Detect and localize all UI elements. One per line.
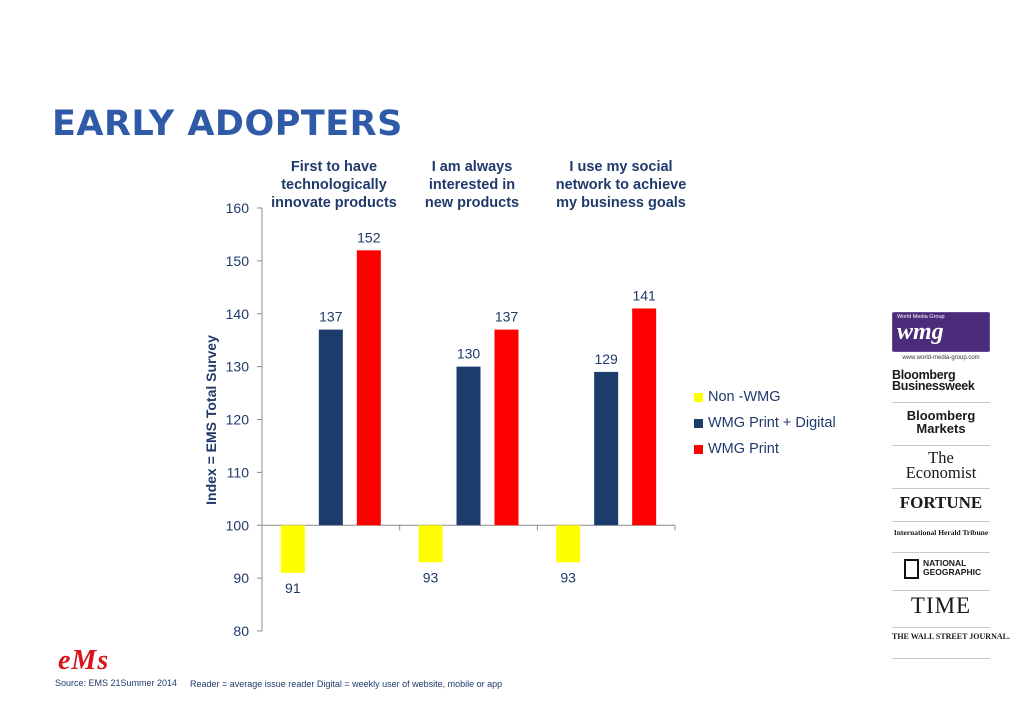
bloomberg-businessweek-line-1: Bloomberg	[892, 368, 956, 382]
category-label-2: I am always interested in new products	[392, 158, 552, 212]
category-label-3-line-1: I use my social	[569, 159, 673, 175]
y-tick-label: 90	[233, 570, 249, 586]
bar	[494, 329, 519, 526]
bloomberg-markets-logo: Bloomberg Markets	[892, 403, 990, 446]
data-label: 93	[560, 569, 576, 585]
source-note: Source: EMS 21Summer 2014	[55, 678, 178, 688]
data-label: 130	[457, 346, 481, 362]
natgeo-line-1: NATIONAL	[923, 558, 967, 568]
y-tick-label: 160	[226, 200, 250, 216]
fortune-logo: FORTUNE	[892, 489, 990, 522]
category-label-1-line-1: First to have	[290, 159, 378, 175]
legend-label-non-wmg: Non -WMG	[708, 389, 781, 405]
footnote: Reader = average issue reader Digital = …	[190, 679, 503, 689]
chart-legend: Non -WMG WMG Print + Digital WMG Print	[694, 384, 836, 462]
bar	[356, 250, 381, 526]
data-label: 137	[319, 309, 343, 325]
y-tick-label: 150	[226, 253, 250, 269]
data-label: 91	[285, 580, 301, 596]
category-label-3: I use my social network to achieve my bu…	[541, 158, 701, 212]
natgeo-line-2: GEOGRAPHIC	[923, 567, 982, 577]
category-label-1: First to have technologically innovate p…	[254, 158, 414, 212]
legend-item-non-wmg: Non -WMG	[694, 384, 836, 410]
wsj-logo: THE WALL STREET JOURNAL.	[892, 628, 1010, 659]
legend-label-wmg-print-digital: WMG Print + Digital	[708, 415, 836, 431]
bar	[418, 525, 443, 563]
data-label: 137	[495, 309, 519, 325]
wmg-logo-caption: World Media Group	[897, 314, 945, 320]
bar	[456, 366, 481, 526]
y-tick-label: 110	[227, 464, 250, 480]
time-logo: TIME	[892, 591, 990, 628]
bar	[280, 525, 305, 573]
economist-line-1: The	[928, 448, 954, 467]
legend-item-wmg-print-digital: WMG Print + Digital	[694, 410, 836, 436]
category-label-3-line-2: network to achieve	[555, 177, 687, 193]
bloomberg-markets-line-2: Markets	[916, 421, 966, 436]
y-tick-label: 120	[226, 412, 250, 428]
page-title: EARLY ADOPTERS	[52, 104, 403, 144]
natgeo-text: NATIONAL GEOGRAPHIC	[923, 559, 981, 577]
wmg-logo: World Media Group wmg www.world-media-gr…	[892, 312, 990, 364]
bar	[594, 371, 619, 526]
legend-item-wmg-print: WMG Print	[694, 436, 836, 462]
ems-logo: eMs	[58, 645, 110, 676]
y-tick-label: 130	[226, 359, 250, 375]
bloomberg-markets-line-1: Bloomberg	[906, 408, 976, 423]
bloomberg-businessweek-line-2: Businessweek	[892, 379, 975, 393]
economist-line-2: Economist	[905, 463, 977, 482]
data-label: 141	[632, 287, 656, 303]
y-tick-label: 100	[226, 517, 250, 533]
economist-logo: The Economist	[892, 446, 990, 489]
national-geographic-logo: NATIONAL GEOGRAPHIC	[892, 553, 990, 591]
bar	[632, 308, 657, 526]
wmg-logo-box: World Media Group wmg	[892, 312, 990, 352]
data-label: 129	[594, 351, 618, 367]
y-tick-label: 80	[233, 623, 249, 639]
bloomberg-businessweek-logo: Bloomberg Businessweek	[892, 364, 990, 403]
category-label-2-line-1: I am always	[431, 159, 513, 175]
bar	[556, 525, 581, 563]
natgeo-frame-icon	[904, 559, 919, 579]
category-label-1-line-2: technologically	[281, 177, 387, 193]
category-label-2-line-2: interested in	[428, 177, 516, 193]
legend-swatch-wmg-print-digital	[694, 418, 703, 428]
category-label-1-line-3: innovate products	[271, 195, 397, 211]
legend-label-wmg-print: WMG Print	[708, 441, 779, 457]
data-label: 93	[423, 569, 439, 585]
category-label-3-line-3: my business goals	[556, 195, 686, 211]
iht-logo: International Herald Tribune	[892, 522, 990, 553]
wmg-logo-url: www.world-media-group.com	[902, 355, 980, 361]
wmg-logo-mark: wmg	[897, 319, 944, 345]
data-label: 152	[357, 229, 381, 245]
legend-swatch-non-wmg	[694, 392, 703, 402]
publication-logos: World Media Group wmg www.world-media-gr…	[892, 312, 1010, 659]
category-label-2-line-3: new products	[424, 195, 520, 211]
legend-swatch-wmg-print	[694, 444, 703, 454]
bar	[318, 329, 343, 526]
y-tick-label: 140	[226, 306, 250, 322]
